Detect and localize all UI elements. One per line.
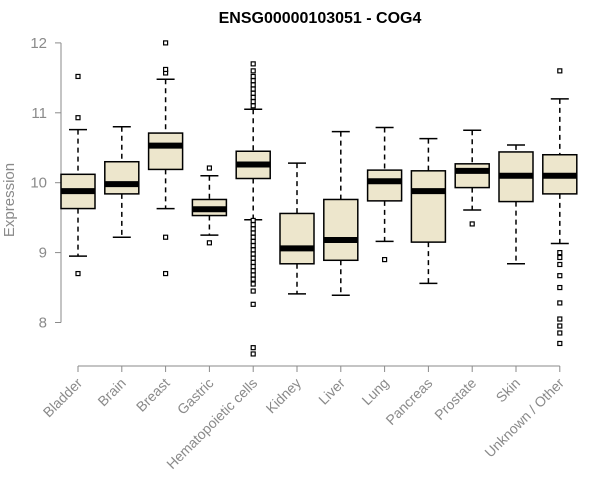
outlier-point — [250, 238, 256, 245]
box-pancreas — [410, 137, 447, 285]
box-bladder — [60, 73, 96, 277]
outlier-point — [250, 86, 256, 92]
outlier-point — [250, 351, 256, 357]
outlier-point — [75, 115, 81, 121]
outlier-point — [250, 234, 256, 240]
box-liver — [323, 130, 359, 296]
box-prostate — [454, 129, 490, 227]
box-iqr — [366, 169, 403, 202]
box-iqr — [279, 212, 315, 265]
outlier-point — [557, 300, 563, 306]
outlier-point — [250, 90, 256, 96]
outlier-point — [250, 276, 256, 282]
outlier-point — [557, 261, 563, 268]
box-unknown-other — [542, 68, 578, 347]
chart-title: ENSG00000103051 - COG4 — [219, 10, 422, 27]
outlier-point — [250, 281, 256, 287]
box-hematopoietic-cells — [235, 61, 271, 357]
box-brain — [104, 126, 140, 238]
y-axis: 8 9 10 11 12 — [30, 35, 62, 332]
box-iqr — [147, 132, 184, 171]
y-axis-label: Expression — [1, 163, 18, 237]
outlier-point — [250, 99, 256, 105]
box-lung — [366, 126, 403, 263]
outlier-point — [557, 273, 563, 279]
outlier-point — [469, 221, 475, 227]
outlier-point — [250, 78, 256, 84]
outlier-point — [557, 68, 563, 74]
y-tick-label: 12 — [30, 35, 47, 52]
outlier-point — [250, 230, 256, 236]
outlier-point — [250, 68, 256, 74]
box-skin — [498, 144, 534, 265]
outlier-point — [250, 243, 256, 249]
outlier-point — [250, 82, 256, 88]
y-tick-label: 10 — [30, 175, 47, 192]
x-tick-label: Unknown / Other — [481, 375, 567, 461]
x-tick-label: Pancreas — [382, 375, 435, 428]
outlier-point — [250, 251, 256, 257]
x-tick-label: Gastric — [174, 375, 217, 418]
outlier-point — [250, 94, 256, 101]
outlier-point — [163, 40, 169, 46]
x-tick-label: Prostate — [431, 375, 479, 423]
outlier-point — [250, 259, 256, 265]
box-kidney — [279, 162, 315, 295]
outlier-point — [206, 240, 212, 246]
box-iqr — [454, 163, 490, 189]
outlier-point — [250, 226, 256, 232]
x-tick-label: Lung — [358, 375, 391, 408]
outlier-point — [250, 263, 256, 270]
outlier-point — [163, 270, 169, 277]
box-breast — [147, 40, 184, 277]
outlier-point — [250, 103, 256, 109]
box-series — [60, 40, 578, 357]
x-tick-label: Liver — [315, 375, 348, 408]
outlier-point — [250, 268, 256, 274]
outlier-point — [163, 234, 169, 240]
y-tick-label: 11 — [31, 105, 47, 122]
x-tick-label: Skin — [493, 375, 524, 406]
box-gastric — [191, 165, 228, 246]
outlier-point — [75, 270, 81, 277]
outlier-point — [250, 247, 256, 253]
outlier-point — [250, 217, 256, 224]
x-tick-label: Brain — [94, 375, 128, 409]
box-iqr — [323, 198, 359, 262]
outlier-point — [382, 256, 388, 263]
outlier-point — [557, 250, 563, 256]
outlier-point — [557, 340, 563, 347]
outlier-point — [557, 316, 563, 322]
x-tick-label: Kidney — [263, 375, 305, 417]
outlier-point — [250, 301, 256, 307]
box-iqr — [410, 170, 447, 243]
outlier-point — [250, 61, 256, 67]
outlier-point — [557, 284, 563, 291]
x-tick-label: Bladder — [40, 375, 86, 421]
outlier-point — [250, 272, 256, 278]
box-iqr — [104, 160, 140, 195]
outlier-point — [250, 345, 256, 351]
outlier-point — [250, 222, 256, 228]
outlier-point — [557, 254, 563, 261]
outlier-point — [250, 255, 256, 261]
y-tick-label: 9 — [39, 245, 47, 262]
outlier-point — [557, 330, 563, 336]
outlier-point — [250, 73, 256, 80]
x-tick-label: Breast — [133, 375, 173, 415]
y-tick-label: 8 — [39, 315, 47, 332]
outlier-point — [250, 288, 256, 294]
outlier-point — [163, 66, 169, 73]
outlier-point — [206, 165, 212, 171]
outlier-point — [557, 323, 563, 329]
outlier-point — [75, 73, 81, 80]
